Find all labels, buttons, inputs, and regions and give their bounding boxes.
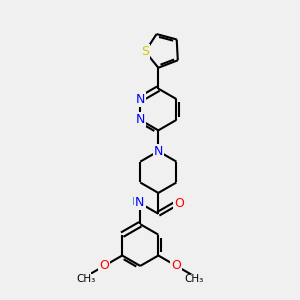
Text: H: H [132, 197, 141, 207]
Text: N: N [136, 113, 145, 126]
Text: O: O [172, 260, 181, 272]
Text: CH₃: CH₃ [185, 274, 204, 284]
Text: N: N [154, 145, 163, 158]
Text: N: N [136, 93, 145, 106]
Text: O: O [99, 260, 109, 272]
Text: S: S [141, 45, 149, 58]
Text: N: N [135, 196, 145, 209]
Text: O: O [174, 197, 184, 210]
Text: CH₃: CH₃ [76, 274, 96, 284]
